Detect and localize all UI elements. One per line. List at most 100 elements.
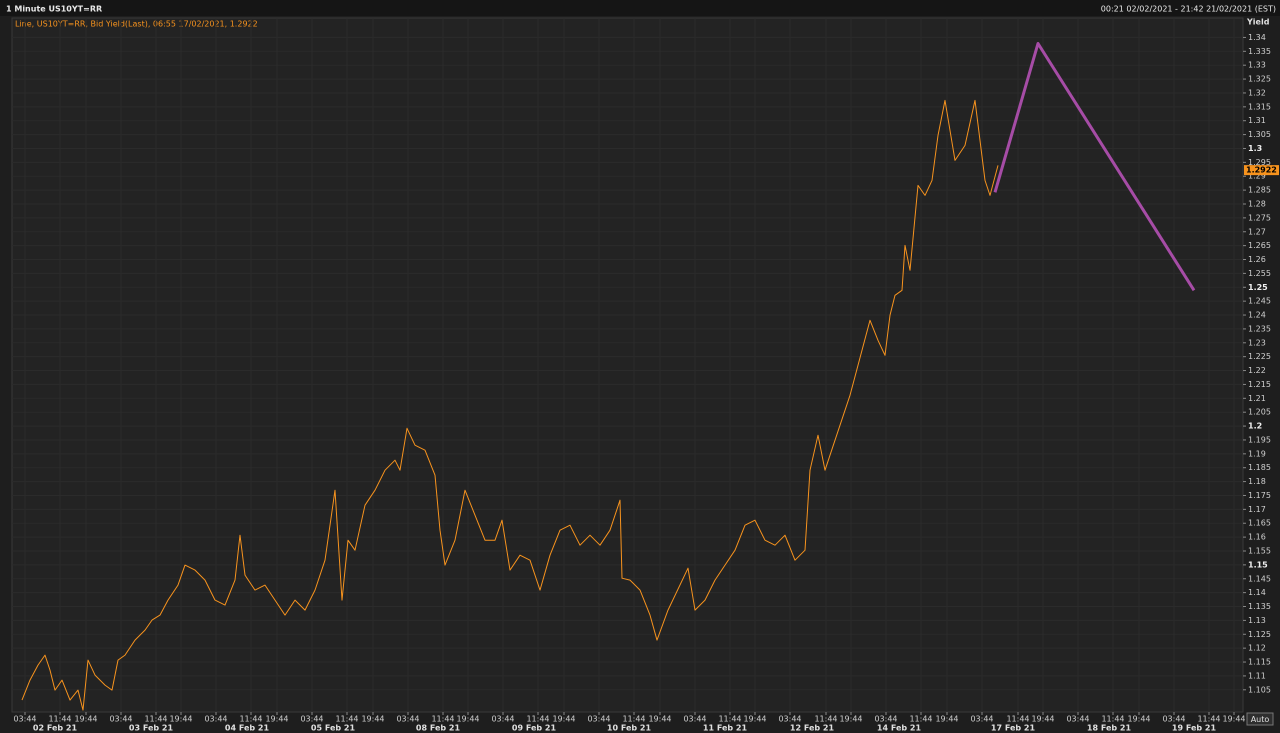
y-tick-label: 1.17 (1248, 505, 1266, 514)
x-tick-label: 11:44 (335, 715, 358, 724)
x-tick-label: 11:44 (718, 715, 741, 724)
y-tick-label: 1.15 (1248, 560, 1268, 569)
y-tick-label: 1.26 (1248, 255, 1266, 264)
plot-area (11, 17, 1244, 713)
y-tick-label: 1.33 (1248, 61, 1266, 70)
x-tick-label: 03:44 (970, 715, 993, 724)
y-tick-label: 1.23 (1248, 338, 1266, 347)
y-tick-label: 1.295 (1248, 158, 1271, 167)
y-tick-label: 1.135 (1248, 602, 1271, 611)
y-tick-label: 1.325 (1248, 75, 1271, 84)
x-tick-label: 03:44 (396, 715, 419, 724)
date-label: 18 Feb 21 (1087, 724, 1132, 733)
x-tick-label: 19:44 (456, 715, 479, 724)
date-label: 04 Feb 21 (225, 724, 270, 733)
y-tick-label: 1.265 (1248, 241, 1271, 250)
last-value-label: 1.2922 (1246, 166, 1277, 175)
x-tick-label: 11:44 (1006, 715, 1029, 724)
y-tick-label: 1.24 (1248, 311, 1266, 320)
y-tick-label: 1.185 (1248, 463, 1271, 472)
x-tick-label: 03:44 (204, 715, 227, 724)
series-line (993, 42, 1196, 292)
x-tick-label: 11:44 (814, 715, 837, 724)
date-range: 00:21 02/02/2021 - 21:42 21/02/2021 (EST… (1101, 5, 1276, 14)
x-tick-label: 19:44 (1222, 715, 1245, 724)
y-tick-label: 1.13 (1248, 616, 1266, 625)
y-axis-label: Yield (1246, 18, 1270, 27)
y-tick-label: 1.275 (1248, 213, 1271, 222)
y-tick-label: 1.16 (1248, 533, 1266, 542)
date-label: 12 Feb 21 (790, 724, 835, 733)
y-tick-label: 1.255 (1248, 269, 1271, 278)
y-tick-label: 1.315 (1248, 102, 1271, 111)
y-tick-label: 1.155 (1248, 546, 1271, 555)
x-tick-label: 03:44 (300, 715, 323, 724)
y-tick-label: 1.32 (1248, 88, 1266, 97)
title-bar (0, 0, 1280, 16)
x-tick-label: 03:44 (1066, 715, 1089, 724)
y-tick-label: 1.305 (1248, 130, 1271, 139)
x-tick-label: 19:44 (265, 715, 288, 724)
x-tick-label: 19:44 (648, 715, 671, 724)
y-tick-label: 1.11 (1248, 671, 1266, 680)
x-tick-label: 11:44 (622, 715, 645, 724)
legend: Line, US10YT=RR, Bid Yield(Last), 06:55 … (15, 20, 258, 29)
x-tick-label: 19:44 (935, 715, 958, 724)
date-label: 02 Feb 21 (33, 724, 78, 733)
y-tick-label: 1.145 (1248, 574, 1271, 583)
x-tick-label: 11:44 (526, 715, 549, 724)
x-tick-label: 03:44 (587, 715, 610, 724)
date-label: 14 Feb 21 (877, 724, 922, 733)
x-tick-label: 11:44 (909, 715, 932, 724)
x-tick-label: 03:44 (13, 715, 36, 724)
y-tick-label: 1.3 (1248, 144, 1262, 153)
x-tick-label: 03:44 (109, 715, 132, 724)
x-tick-label: 19:44 (361, 715, 384, 724)
x-tick-label: 19:44 (169, 715, 192, 724)
y-tick-label: 1.18 (1248, 477, 1266, 486)
y-tick-label: 1.21 (1248, 394, 1266, 403)
y-tick-label: 1.215 (1248, 380, 1271, 389)
auto-label[interactable]: Auto (1251, 715, 1270, 724)
series-line (21, 99, 999, 711)
date-label: 05 Feb 21 (311, 724, 356, 733)
x-tick-label: 19:44 (1031, 715, 1054, 724)
y-tick-label: 1.335 (1248, 47, 1271, 56)
y-tick-label: 1.28 (1248, 199, 1266, 208)
date-label: 09 Feb 21 (512, 724, 557, 733)
x-tick-label: 03:44 (874, 715, 897, 724)
x-tick-label: 03:44 (683, 715, 706, 724)
x-tick-label: 19:44 (743, 715, 766, 724)
x-tick-label: 03:44 (778, 715, 801, 724)
y-tick-label: 1.34 (1248, 33, 1266, 42)
x-tick-label: 11:44 (431, 715, 454, 724)
y-tick-label: 1.2 (1248, 422, 1262, 431)
y-tick-label: 1.115 (1248, 658, 1271, 667)
y-tick-label: 1.285 (1248, 186, 1271, 195)
x-tick-label: 19:44 (552, 715, 575, 724)
x-tick-label: 03:44 (491, 715, 514, 724)
chart-title: 1 Minute US10YT=RR (6, 5, 102, 14)
x-tick-label: 11:44 (1197, 715, 1220, 724)
x-tick-label: 11:44 (1101, 715, 1124, 724)
y-tick-label: 1.22 (1248, 366, 1266, 375)
date-label: 17 Feb 21 (991, 724, 1036, 733)
y-tick-label: 1.25 (1248, 283, 1268, 292)
y-tick-label: 1.175 (1248, 491, 1271, 500)
x-tick-label: 19:44 (74, 715, 97, 724)
date-label: 10 Feb 21 (607, 724, 652, 733)
y-tick-label: 1.125 (1248, 630, 1271, 639)
x-tick-label: 11:44 (144, 715, 167, 724)
x-tick-label: 19:44 (1127, 715, 1150, 724)
x-tick-label: 11:44 (239, 715, 262, 724)
y-tick-label: 1.19 (1248, 449, 1266, 458)
auto-button[interactable] (1246, 712, 1274, 726)
y-tick-label: 1.31 (1248, 116, 1266, 125)
date-label: 11 Feb 21 (703, 724, 748, 733)
y-tick-label: 1.29 (1248, 172, 1266, 181)
x-tick-label: 11:44 (48, 715, 71, 724)
x-tick-label: 03:44 (1162, 715, 1185, 724)
y-tick-label: 1.27 (1248, 227, 1266, 236)
y-tick-label: 1.12 (1248, 644, 1266, 653)
date-label: 08 Feb 21 (416, 724, 461, 733)
